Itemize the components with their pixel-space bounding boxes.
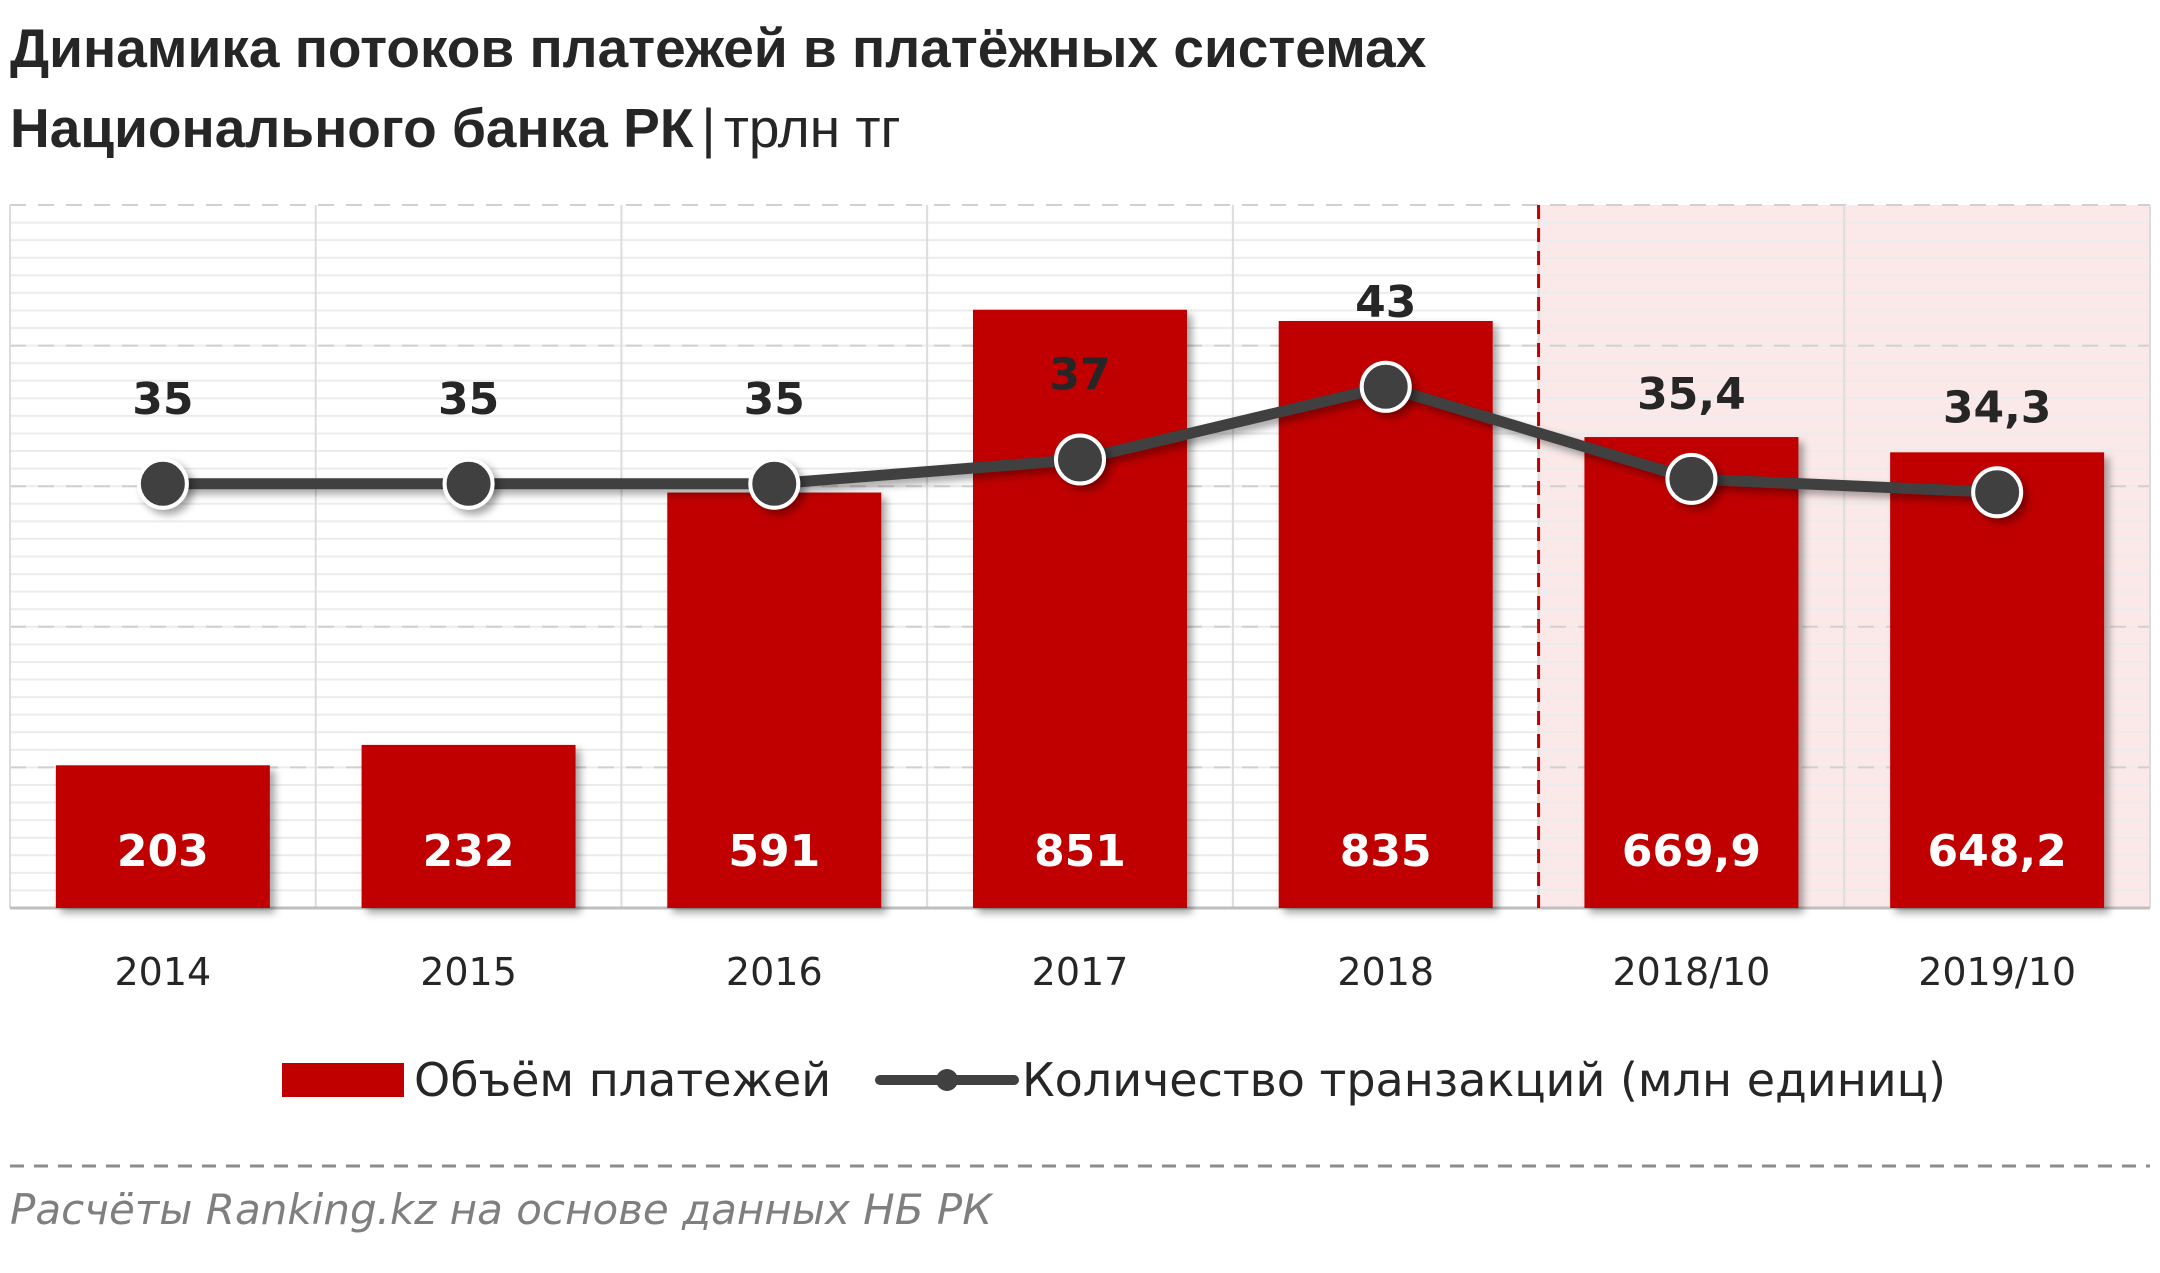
- line-point: [1359, 360, 1412, 413]
- x-tick-label: 2016: [726, 950, 823, 994]
- bar: [1890, 452, 2105, 908]
- bar-value-label: 851: [1034, 826, 1126, 877]
- bar-series: [55, 309, 2105, 908]
- line-value-label: 37: [1049, 350, 1110, 401]
- line-series: [136, 360, 2024, 519]
- title-separator: |: [701, 97, 716, 159]
- legend-label-line: Количество транзакций (млн единиц): [1022, 1053, 1946, 1107]
- bar: [361, 744, 576, 908]
- bar: [973, 309, 1187, 908]
- bar: [1584, 437, 1799, 908]
- legend: Объём платежей Количество транзакций (мл…: [282, 1053, 1946, 1107]
- bar-value-label: 203: [117, 826, 209, 877]
- x-tick-label: 2018/10: [1612, 950, 1770, 994]
- legend-label-bar: Объём платежей: [414, 1053, 831, 1107]
- line-point: [1665, 452, 1718, 505]
- line-value-label: 35,4: [1637, 369, 1746, 420]
- line-point: [136, 457, 189, 510]
- line-value-label: 34,3: [1943, 382, 2052, 433]
- bar-value-label: 591: [728, 826, 820, 877]
- bar-value-label: 669,9: [1622, 826, 1761, 877]
- x-tick-label: 2015: [420, 950, 517, 994]
- title-line-2-text: Национального банка РК: [10, 97, 694, 159]
- bar-value-label: 835: [1340, 826, 1432, 877]
- x-tick-label: 2018: [1337, 950, 1434, 994]
- legend-swatch-bar: [282, 1063, 404, 1097]
- bar-value-label: 648,2: [1928, 826, 2067, 877]
- bar: [1278, 320, 1493, 908]
- chart-title: Динамика потоков платежей в платёжных си…: [10, 8, 2150, 168]
- title-line-2: Национального банка РК | трлн тг: [10, 88, 2150, 168]
- x-tick-label: 2019/10: [1918, 950, 2076, 994]
- line-point: [1054, 433, 1106, 486]
- line-value-label: 35: [438, 374, 499, 425]
- title-unit: трлн тг: [723, 97, 901, 159]
- bar-value-label: 232: [423, 826, 515, 877]
- x-tick-label: 2017: [1032, 950, 1129, 994]
- bar: [55, 765, 270, 908]
- title-line-1: Динамика потоков платежей в платёжных си…: [10, 17, 1427, 79]
- line-point: [748, 457, 801, 510]
- x-tick-label: 2014: [114, 950, 211, 994]
- line-value-label: 35: [132, 374, 193, 425]
- data-labels: 203 232 591 851 835 669,9 648,2 35 35 35 37 43 35,4 3…: [117, 277, 2067, 877]
- source-note: Расчёты Ranking.kz на основе данных НБ Р…: [10, 1185, 993, 1234]
- legend-swatch-line-marker: [936, 1069, 958, 1091]
- line-point: [442, 457, 495, 510]
- line-value-label: 35: [744, 374, 805, 425]
- x-axis-labels: 2014 2015 2016 2017 2018 2018/10 2019/10: [114, 950, 2076, 994]
- line-value-label: 43: [1355, 277, 1416, 328]
- bar: [667, 492, 882, 908]
- line-point: [1971, 466, 2024, 519]
